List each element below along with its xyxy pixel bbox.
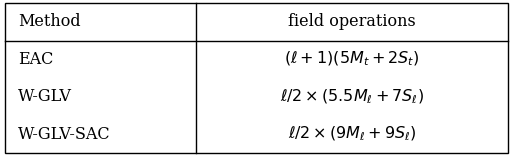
Text: $\ell/2 \times (5.5M_\ell+7S_\ell)$: $\ell/2 \times (5.5M_\ell+7S_\ell)$ bbox=[280, 88, 424, 106]
Text: EAC: EAC bbox=[18, 51, 53, 68]
Text: $\ell/2 \times (9M_\ell+9S_\ell)$: $\ell/2 \times (9M_\ell+9S_\ell)$ bbox=[288, 125, 417, 143]
Text: field operations: field operations bbox=[288, 13, 416, 30]
Text: W-GLV-SAC: W-GLV-SAC bbox=[18, 126, 111, 143]
Text: Method: Method bbox=[18, 13, 81, 30]
Text: W-GLV: W-GLV bbox=[18, 88, 72, 105]
Text: $(\ell+1)(5M_t+2S_t)$: $(\ell+1)(5M_t+2S_t)$ bbox=[284, 50, 420, 68]
